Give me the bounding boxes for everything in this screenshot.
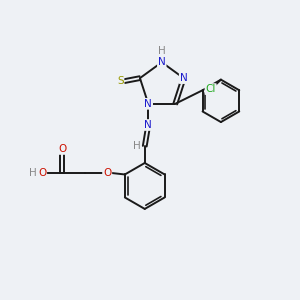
Text: Cl: Cl (206, 84, 216, 94)
Text: H: H (29, 168, 37, 178)
Text: N: N (144, 120, 152, 130)
Text: S: S (117, 76, 124, 86)
Text: O: O (58, 144, 66, 154)
Text: H: H (158, 46, 166, 56)
Text: N: N (144, 99, 152, 109)
Text: N: N (180, 73, 188, 83)
Text: O: O (38, 168, 46, 178)
Text: N: N (158, 57, 166, 67)
Text: O: O (103, 168, 111, 178)
Text: H: H (133, 141, 140, 151)
